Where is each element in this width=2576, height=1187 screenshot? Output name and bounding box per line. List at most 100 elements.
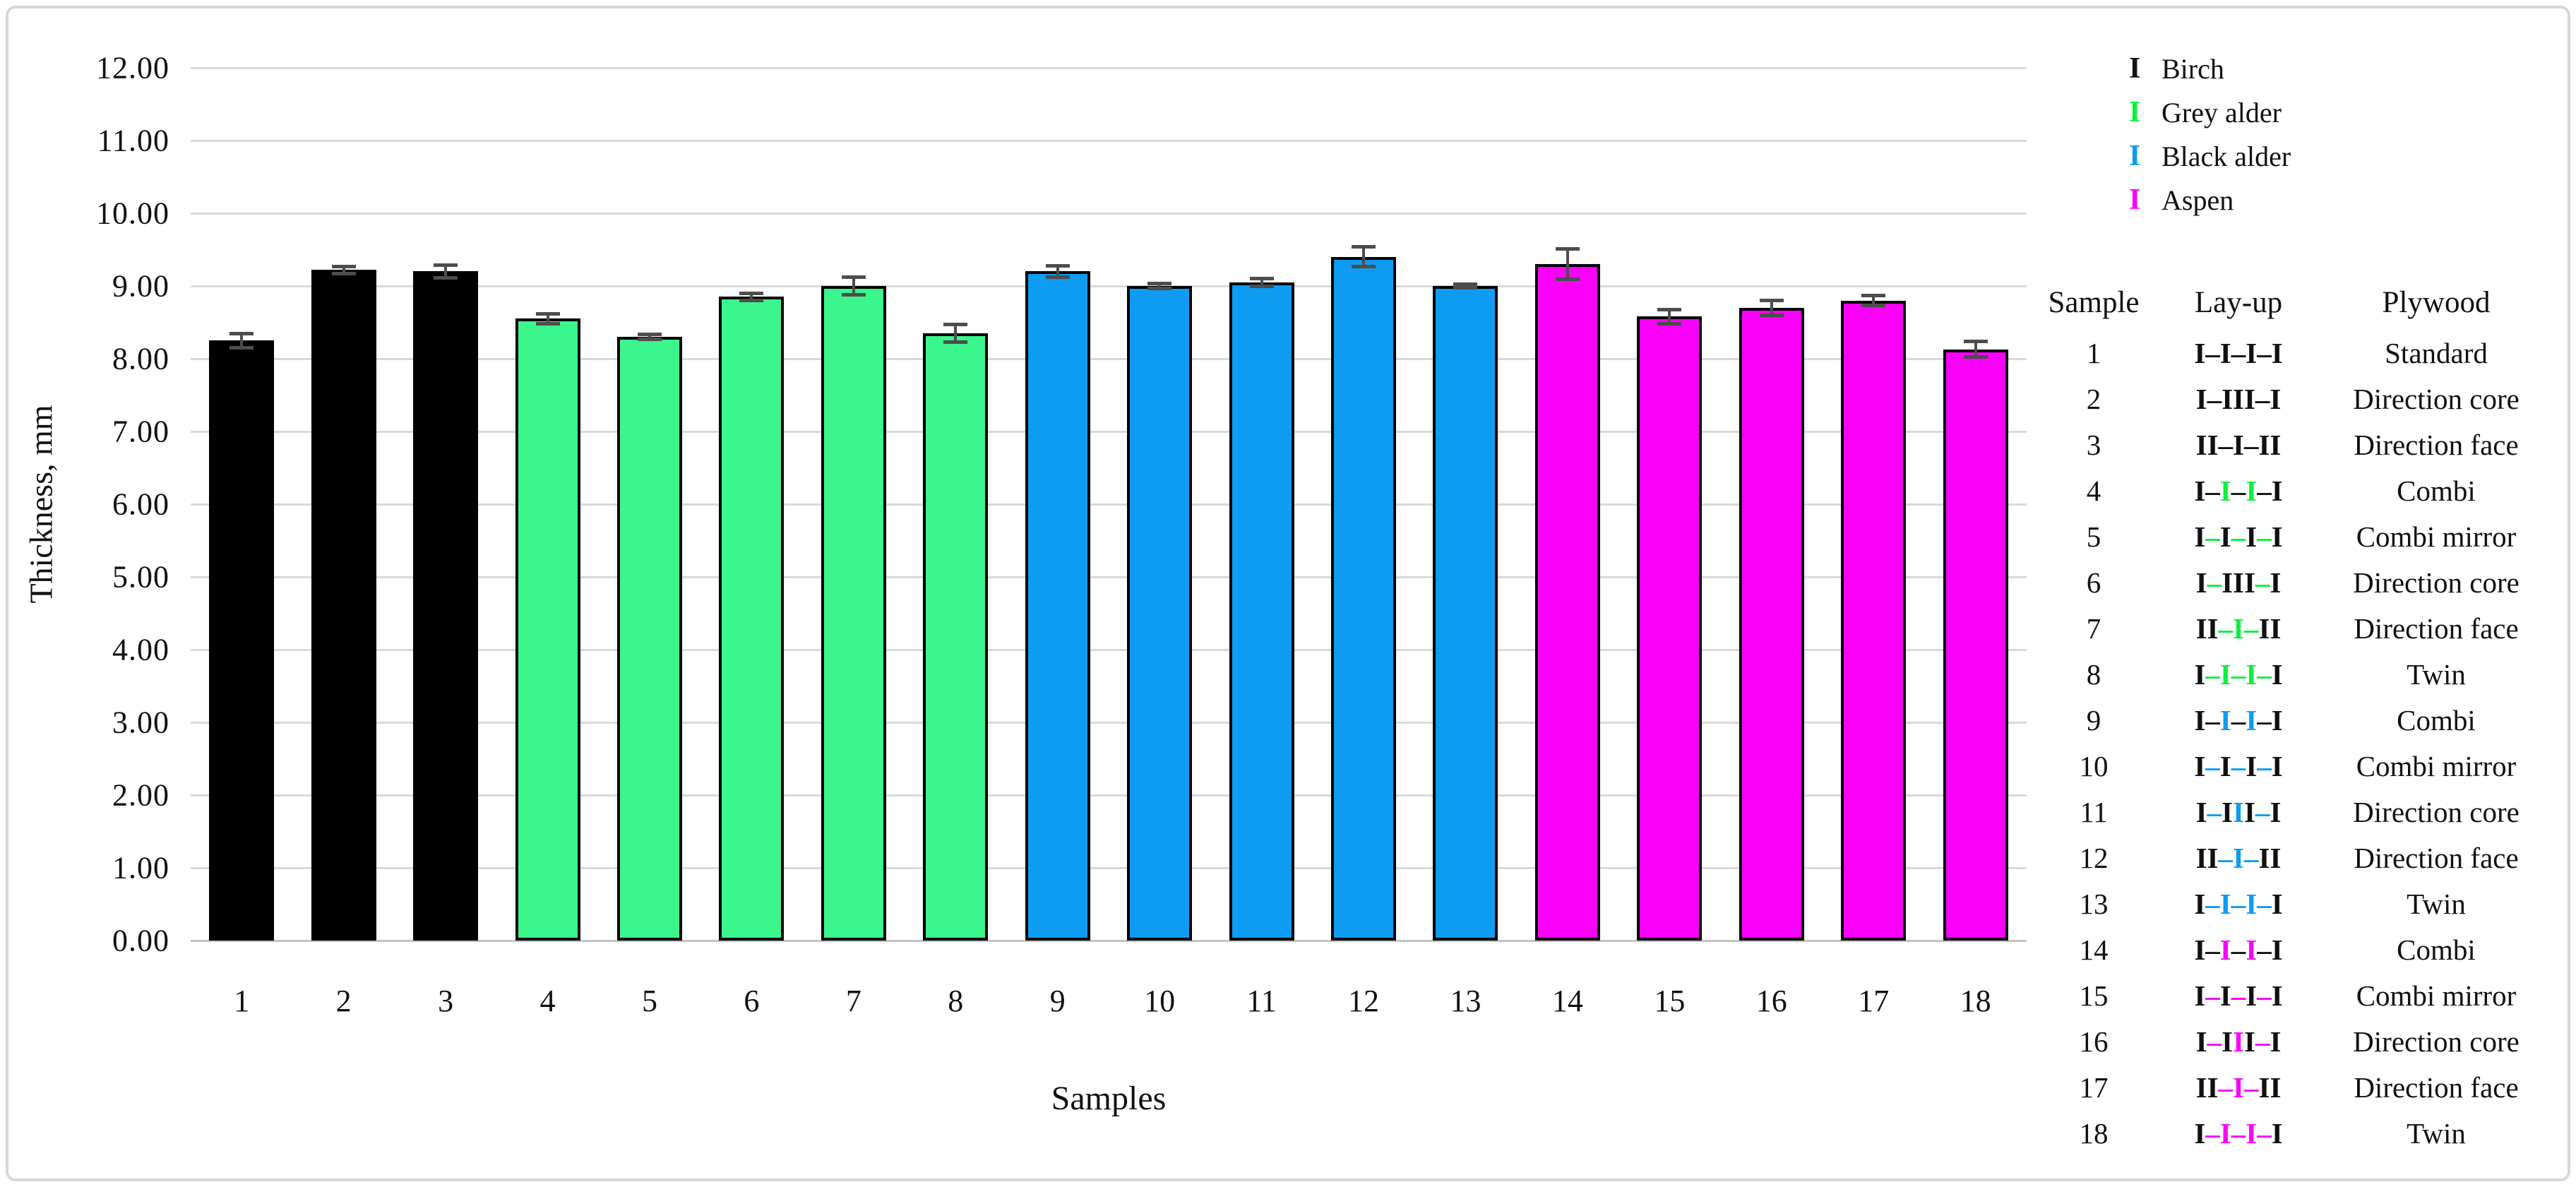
- layup-segment: I: [2195, 566, 2207, 599]
- xtick-label: 5: [641, 984, 657, 1018]
- error-bar-cap-top: [943, 322, 968, 326]
- error-bar: [1352, 245, 1376, 269]
- xtick-label: 9: [1049, 984, 1066, 1018]
- xtick-label: 7: [845, 984, 861, 1018]
- table-cell-layup: II–I–II: [2154, 841, 2323, 875]
- table-cell-plywood: Direction face: [2354, 612, 2519, 645]
- layup-segment: I: [2270, 1025, 2282, 1058]
- error-bar-cap-top: [1555, 247, 1580, 251]
- bar-slot: [599, 68, 700, 941]
- table-cell-sample: 13: [2079, 887, 2109, 920]
- table-header-layup: Lay-up: [2194, 285, 2283, 319]
- error-bar-line: [1668, 307, 1671, 326]
- layup-segment: I: [2194, 979, 2206, 1012]
- bar-slot: [1924, 68, 2026, 941]
- legend: I Birch I Grey alder I Black alder I Aspen: [2129, 47, 2291, 222]
- table-cell-plywood: Direction face: [2354, 841, 2519, 874]
- xtick-label: 3: [438, 984, 454, 1018]
- layup-segment: III: [2222, 566, 2255, 599]
- table-cell-layup: I–I–I–I: [2154, 1116, 2323, 1150]
- error-bar: [1147, 281, 1172, 291]
- bar-sample-11: [1229, 282, 1294, 941]
- gridline: [191, 139, 2027, 142]
- layup-segment: –: [2231, 933, 2246, 966]
- layup-segment: I: [2222, 1025, 2234, 1058]
- xtick-label: 6: [744, 984, 760, 1018]
- layup-segment: I: [2219, 703, 2231, 736]
- error-bar-line: [240, 331, 244, 350]
- error-bar-line: [1770, 298, 1773, 318]
- gridline: [191, 939, 2027, 942]
- table-cell-sample: 2: [2086, 382, 2101, 415]
- table-cell-sample: 17: [2079, 1070, 2109, 1104]
- bar-sample-15: [1637, 316, 1703, 941]
- layup-segment: I: [2246, 749, 2258, 782]
- layup-segment: II: [2258, 1070, 2282, 1104]
- layup-segment: II: [2195, 1070, 2219, 1104]
- layup-table: Sample Lay-up Plywood 1 I–I–I–I Standard 2 I–II…: [2034, 284, 2549, 1156]
- layup-segment: I: [2194, 887, 2206, 920]
- layup-segment: I: [2246, 703, 2258, 736]
- error-bar: [535, 312, 560, 326]
- table-cell-sample: 15: [2079, 979, 2109, 1012]
- error-bar-cap-bottom: [1963, 355, 1988, 359]
- table-cell-layup: I–I–I–I: [2154, 336, 2323, 370]
- legend-label: Black alder: [2161, 140, 2291, 172]
- table-cell-plywood: Combi mirror: [2356, 520, 2517, 553]
- layup-segment: II–I–II: [2195, 428, 2282, 461]
- layup-segment: I: [2271, 979, 2283, 1012]
- ytick-label: 3.00: [112, 705, 169, 740]
- legend-label: Aspen: [2161, 184, 2234, 216]
- bar-sample-10: [1127, 286, 1193, 941]
- legend-item: I Grey alder: [2129, 90, 2291, 134]
- error-bar-cap-bottom: [1453, 286, 1478, 290]
- error-bar-cap-bottom: [1352, 265, 1376, 269]
- error-bar-cap-top: [1963, 340, 1988, 344]
- error-bar-cap-top: [229, 331, 254, 335]
- table-cell-sample: 8: [2086, 657, 2101, 691]
- table-cell-plywood: Combi: [2397, 933, 2476, 966]
- error-bar-cap-top: [331, 265, 356, 269]
- gridline: [191, 357, 2027, 360]
- layup-segment: I: [2271, 749, 2283, 782]
- legend-label: Birch: [2161, 52, 2224, 85]
- error-bar: [1963, 340, 1988, 359]
- layup-segment: –: [2231, 979, 2246, 1012]
- gridline: [191, 503, 2027, 506]
- layup-segment: I: [2246, 933, 2258, 966]
- plot-area: [191, 66, 2027, 942]
- bar-slot: [905, 68, 1006, 941]
- layup-segment: I: [2270, 566, 2282, 599]
- ytick-label: 11.00: [97, 123, 169, 158]
- gridline: [191, 212, 2027, 215]
- x-axis-tick-labels: 1 2 3 4 5 6 7 8 9 10 11 12 13 14 15 16 17 18: [191, 983, 2027, 1019]
- bar-sample-7: [821, 286, 886, 941]
- ytick-label: 0.00: [112, 923, 169, 958]
- ytick-label: 2.00: [112, 777, 169, 813]
- error-bar-cap-bottom: [535, 321, 560, 326]
- error-bar-cap-top: [841, 275, 866, 279]
- bar-sample-3: [413, 271, 479, 941]
- layup-segment: –: [2231, 749, 2246, 782]
- y-axis-tick-labels: 0.00 1.00 2.00 3.00 4.00 5.00 6.00 7.00 8.00 9.00…: [0, 51, 169, 958]
- error-bar-cap-top: [1657, 307, 1682, 311]
- layup-segment: –I–: [2218, 1070, 2259, 1104]
- xtick-label: 15: [1654, 984, 1686, 1018]
- error-bar-line: [1974, 340, 1977, 359]
- table-cell-sample: 18: [2079, 1116, 2109, 1150]
- ytick-label: 12.00: [96, 50, 169, 85]
- xtick-label: 2: [335, 984, 352, 1018]
- bar-slot: [1823, 68, 1924, 941]
- bar-slot: [1721, 68, 1823, 941]
- error-bar: [1555, 247, 1580, 281]
- error-bar-cap-bottom: [637, 338, 662, 342]
- table-cell-sample: 9: [2086, 703, 2101, 736]
- bar-slot: [1313, 68, 1414, 941]
- error-bar-line: [954, 322, 958, 345]
- layup-segment: –: [2207, 1025, 2222, 1058]
- xtick-label: 4: [539, 984, 556, 1018]
- layup-segment: I–III–I: [2195, 382, 2282, 415]
- layup-segment: I–: [2194, 933, 2220, 966]
- error-bar: [1453, 282, 1478, 290]
- table-cell-layup: I–III–I: [2154, 382, 2323, 416]
